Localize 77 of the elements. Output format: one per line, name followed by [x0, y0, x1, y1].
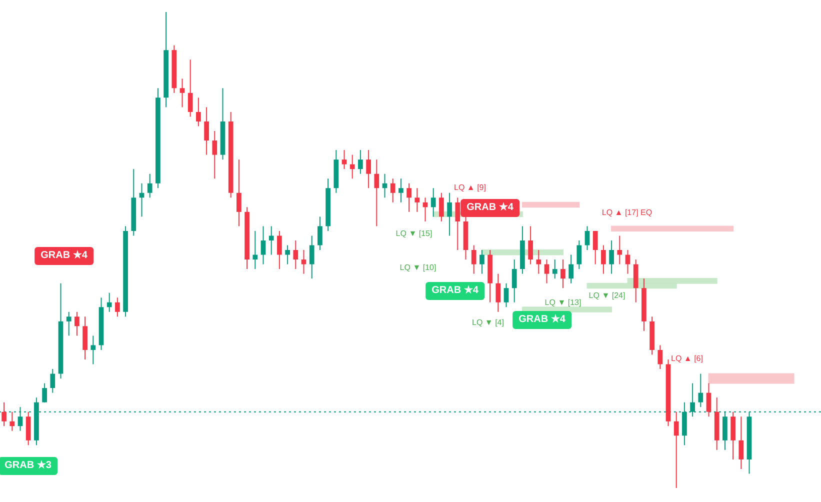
candlestick	[350, 154, 355, 180]
candlestick	[318, 216, 322, 250]
annotation: LQ ▼ [13]	[544, 298, 582, 307]
annotation: LQ ▼ [24]	[588, 291, 626, 300]
candlestick	[26, 411, 31, 446]
candlestick	[625, 250, 630, 274]
candlestick	[584, 226, 590, 250]
candlestick	[236, 159, 242, 227]
candlestick	[430, 188, 436, 218]
candlestick	[90, 335, 96, 365]
candlestick	[496, 273, 501, 312]
candlestick	[342, 150, 347, 170]
candlestick	[42, 382, 47, 403]
candlestick	[568, 254, 574, 284]
candlestick	[439, 192, 444, 222]
candlestick	[180, 78, 185, 108]
annotation: LQ ▼ [4]	[472, 318, 504, 327]
candlestick	[698, 373, 704, 408]
candlestick	[544, 259, 550, 284]
annotation: GRAB ★4	[426, 282, 484, 300]
candlestick	[471, 244, 476, 274]
candlestick	[406, 182, 412, 212]
candlestick	[398, 178, 404, 203]
candlestick	[366, 150, 371, 189]
candlestick	[106, 292, 112, 312]
candlestick	[252, 230, 258, 270]
candlestick	[374, 159, 380, 227]
candlestick	[617, 235, 622, 265]
candlestick	[196, 97, 201, 127]
candlestick	[447, 192, 452, 236]
annotation: GRAB ★4	[460, 199, 520, 217]
candlestick	[82, 316, 88, 360]
candlestick	[609, 240, 614, 274]
candlestick	[285, 244, 290, 265]
candlestick	[560, 259, 566, 289]
candlestick	[512, 259, 517, 303]
candlestick	[301, 250, 306, 274]
candlestick	[50, 368, 56, 394]
candlestick	[633, 259, 638, 303]
annotation: LQ ▼ [15]	[396, 229, 432, 238]
candlestick	[658, 344, 663, 370]
annotation: GRAB ★3	[0, 457, 58, 475]
candlestick	[576, 240, 582, 270]
candlestick	[390, 178, 396, 203]
candlestick	[212, 130, 218, 180]
candlestick	[74, 311, 80, 336]
candlestick	[674, 411, 679, 488]
candlestick	[204, 106, 209, 156]
candlestick	[309, 235, 314, 280]
annotation: LQ ▲ [17] EQ	[602, 208, 652, 217]
candlestick	[66, 311, 72, 336]
candlestick	[536, 250, 542, 274]
candlestick	[358, 150, 363, 174]
candlestick	[592, 230, 598, 265]
candlestick	[480, 250, 484, 274]
candlestick	[260, 226, 266, 265]
candlestick	[504, 282, 509, 308]
annotation: GRAB ★4	[512, 311, 572, 329]
candlestick	[293, 240, 298, 270]
candlestick	[268, 226, 274, 256]
candlestick	[601, 244, 606, 274]
candlestick	[706, 382, 712, 418]
annotation: LQ ▲ [6]	[671, 354, 703, 363]
annotation: LQ ▼ [10]	[400, 263, 436, 272]
candlestick	[10, 411, 15, 432]
candlestick	[738, 416, 744, 470]
candlestick	[414, 188, 420, 212]
candlestick	[277, 230, 282, 270]
candlestick	[115, 297, 120, 318]
candlestick	[528, 226, 533, 265]
annotation: GRAB ★4	[34, 247, 94, 265]
candlestick	[2, 402, 6, 427]
candlestick	[552, 259, 558, 280]
candlestick	[730, 411, 736, 460]
annotation: LQ ▲ [9]	[454, 183, 486, 192]
candlestick	[188, 59, 193, 118]
candlestick	[147, 173, 152, 198]
